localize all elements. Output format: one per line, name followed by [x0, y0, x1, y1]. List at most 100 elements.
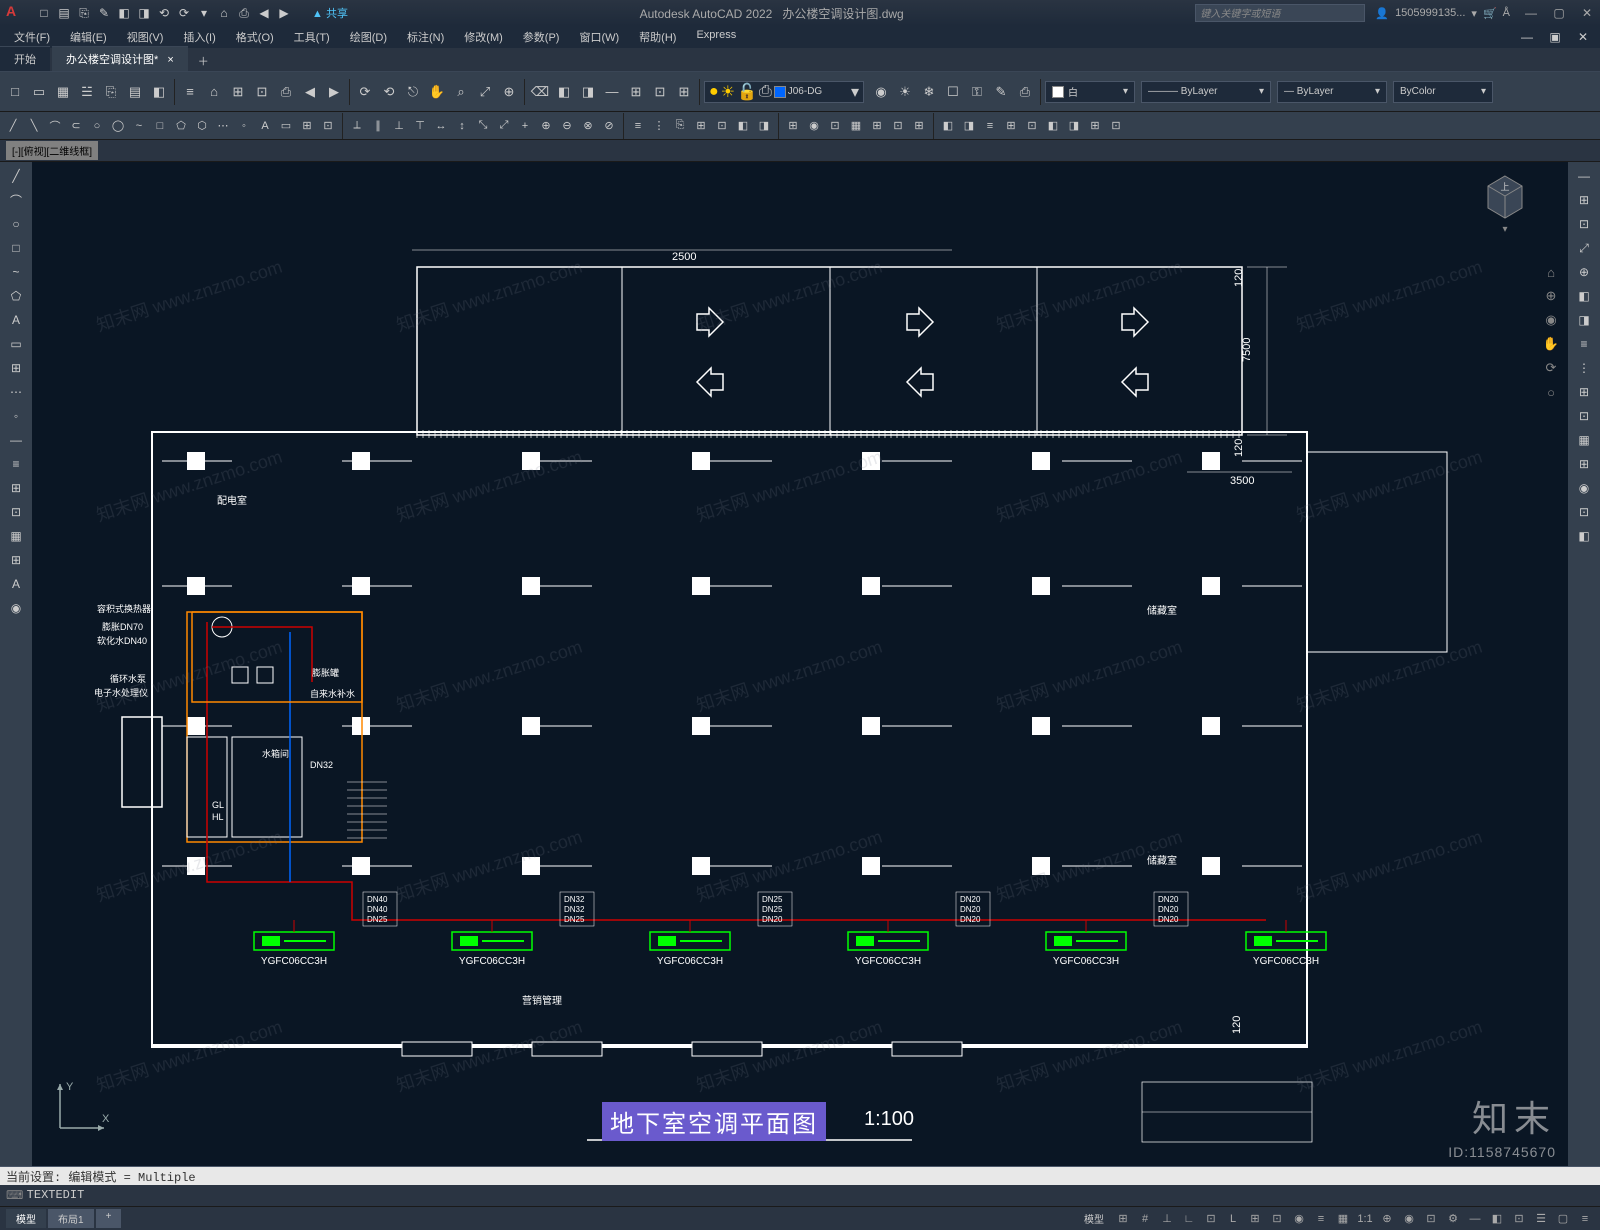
ribbon-icon-7[interactable]: ≡ — [179, 81, 201, 103]
new-tab-button[interactable]: ＋ — [190, 51, 217, 71]
right-tool-7[interactable]: ≡ — [1574, 334, 1594, 354]
status-icon-2[interactable]: ⊥ — [1158, 1210, 1176, 1228]
status-icon-16[interactable]: — — [1466, 1210, 1484, 1228]
left-tool-11[interactable]: — — [6, 430, 26, 450]
ribbon-icon-10[interactable]: ⊡ — [251, 81, 273, 103]
status-icon-14[interactable]: ⊡ — [1422, 1210, 1440, 1228]
right-tool-2[interactable]: ⊡ — [1574, 214, 1594, 234]
layer-control[interactable]: ● ☀ 🔓 ⎙ J06-DG ▾ — [704, 81, 864, 103]
help-search-input[interactable]: 键入关键字或短语 — [1195, 4, 1365, 22]
left-tool-5[interactable]: ⬠ — [6, 286, 26, 306]
maximize-button[interactable]: ▢ — [1546, 3, 1572, 23]
left-tool-7[interactable]: ▭ — [6, 334, 26, 354]
left-tool-15[interactable]: ▦ — [6, 526, 26, 546]
menu-10[interactable]: 窗口(W) — [569, 29, 629, 45]
viewport-controls[interactable]: [-][俯视][二维线框] — [6, 141, 98, 160]
ribbon-icon-b1[interactable]: ☀ — [894, 81, 916, 103]
status-icon-15[interactable]: ⚙ — [1444, 1210, 1462, 1228]
right-tool-12[interactable]: ⊞ — [1574, 454, 1594, 474]
close-button[interactable]: ✕ — [1574, 3, 1600, 23]
ribbon-icon-22[interactable]: ◧ — [553, 81, 575, 103]
right-tool-13[interactable]: ◉ — [1574, 478, 1594, 498]
qat-icon-0[interactable]: □ — [36, 5, 52, 21]
layout-tab-0[interactable]: 模型 — [6, 1209, 46, 1228]
status-icon-9[interactable]: ≡ — [1312, 1210, 1330, 1228]
tb2-icon-49[interactable]: ≡ — [981, 117, 999, 135]
tb2-icon-45[interactable]: ⊞ — [910, 117, 928, 135]
add-layout-button[interactable]: + — [96, 1209, 122, 1228]
ribbon-icon-5[interactable]: ▤ — [124, 81, 146, 103]
status-icon-5[interactable]: L — [1224, 1210, 1242, 1228]
ribbon-icon-b4[interactable]: ⚿ — [966, 81, 988, 103]
ribbon-icon-b2[interactable]: ❄ — [918, 81, 940, 103]
right-tool-9[interactable]: ⊞ — [1574, 382, 1594, 402]
nav-icon-3[interactable]: ✋ — [1541, 334, 1561, 354]
left-tool-8[interactable]: ⊞ — [6, 358, 26, 378]
menu-2[interactable]: 视图(V) — [117, 29, 174, 45]
tb2-icon-36[interactable]: ◧ — [734, 117, 752, 135]
nav-icon-2[interactable]: ◉ — [1541, 310, 1561, 330]
ribbon-icon-b6[interactable]: ⎙ — [1014, 81, 1036, 103]
tb2-icon-22[interactable]: ↕ — [453, 117, 471, 135]
plotstyle-control[interactable]: ByColor ▾ — [1393, 81, 1493, 103]
tb2-icon-27[interactable]: ⊖ — [558, 117, 576, 135]
tb2-icon-37[interactable]: ◨ — [755, 117, 773, 135]
left-tool-2[interactable]: ○ — [6, 214, 26, 234]
menu-12[interactable]: Express — [686, 29, 746, 45]
tb2-icon-26[interactable]: ⊕ — [537, 117, 555, 135]
viewcube[interactable]: 上 ▾ — [1480, 168, 1530, 238]
tb2-icon-28[interactable]: ⊗ — [579, 117, 597, 135]
share-button[interactable]: ▲ 共享 — [312, 5, 348, 21]
left-tool-12[interactable]: ≡ — [6, 454, 26, 474]
qat-icon-3[interactable]: ✎ — [96, 5, 112, 21]
ribbon-icon-6[interactable]: ◧ — [148, 81, 170, 103]
tb2-icon-47[interactable]: ◧ — [939, 117, 957, 135]
tb2-icon-31[interactable]: ≡ — [629, 117, 647, 135]
left-tool-1[interactable]: ⌒ — [6, 190, 26, 210]
right-tool-0[interactable]: — — [1574, 166, 1594, 186]
menu-9[interactable]: 参数(P) — [513, 29, 570, 45]
tb2-icon-48[interactable]: ◨ — [960, 117, 978, 135]
menu-5[interactable]: 工具(T) — [284, 29, 340, 45]
ribbon-icon-18[interactable]: ⌕ — [450, 81, 472, 103]
user-account[interactable]: 👤 1505999135... ▾ 🛒 Å — [1375, 7, 1510, 20]
right-tool-4[interactable]: ⊕ — [1574, 262, 1594, 282]
status-icon-18[interactable]: ⊡ — [1510, 1210, 1528, 1228]
nav-icon-0[interactable]: ⌂ — [1541, 262, 1561, 282]
ribbon-icon-15[interactable]: ⟲ — [378, 81, 400, 103]
minimize-button[interactable]: — — [1518, 3, 1544, 23]
status-icon-12[interactable]: ⊕ — [1378, 1210, 1396, 1228]
ribbon-icon-16[interactable]: ⎋ — [402, 81, 424, 103]
ribbon-icon-3[interactable]: ☱ — [76, 81, 98, 103]
tb2-icon-53[interactable]: ◨ — [1065, 117, 1083, 135]
tb2-icon-7[interactable]: □ — [151, 117, 169, 135]
lineweight-control[interactable]: — ByLayer ▾ — [1277, 81, 1387, 103]
ribbon-icon-26[interactable]: ⊡ — [649, 81, 671, 103]
tb2-icon-43[interactable]: ⊞ — [868, 117, 886, 135]
ribbon-icon-21[interactable]: ⌫ — [529, 81, 551, 103]
tb2-icon-9[interactable]: ⬡ — [193, 117, 211, 135]
ribbon-icon-19[interactable]: ⤢ — [474, 81, 496, 103]
ribbon-icon-13[interactable]: ▶ — [323, 81, 345, 103]
command-input[interactable]: ⌨ TEXTEDIT — [0, 1185, 1600, 1205]
qat-icon-4[interactable]: ◧ — [116, 5, 132, 21]
right-tool-3[interactable]: ⤢ — [1574, 238, 1594, 258]
tb2-icon-29[interactable]: ⊘ — [600, 117, 618, 135]
status-icon-19[interactable]: ☰ — [1532, 1210, 1550, 1228]
left-tool-16[interactable]: ⊞ — [6, 550, 26, 570]
ribbon-icon-14[interactable]: ⟳ — [354, 81, 376, 103]
tb2-icon-32[interactable]: ⋮ — [650, 117, 668, 135]
layout-tab-1[interactable]: 布局1 — [48, 1209, 94, 1228]
tb2-icon-14[interactable]: ⊞ — [298, 117, 316, 135]
left-tool-13[interactable]: ⊞ — [6, 478, 26, 498]
drawing-canvas[interactable]: YGFC06CC3HYGFC06CC3HYGFC06CC3HYGFC06CC3H… — [32, 162, 1568, 1166]
ribbon-icon-24[interactable]: — — [601, 81, 623, 103]
tb2-icon-33[interactable]: ⎘ — [671, 117, 689, 135]
status-icon-13[interactable]: ◉ — [1400, 1210, 1418, 1228]
ribbon-icon-25[interactable]: ⊞ — [625, 81, 647, 103]
menu-6[interactable]: 绘图(D) — [340, 29, 397, 45]
cart-icon[interactable]: 🛒 — [1483, 7, 1497, 20]
qat-icon-10[interactable]: ⎙ — [236, 5, 252, 21]
ribbon-icon-9[interactable]: ⊞ — [227, 81, 249, 103]
qat-icon-7[interactable]: ⟳ — [176, 5, 192, 21]
